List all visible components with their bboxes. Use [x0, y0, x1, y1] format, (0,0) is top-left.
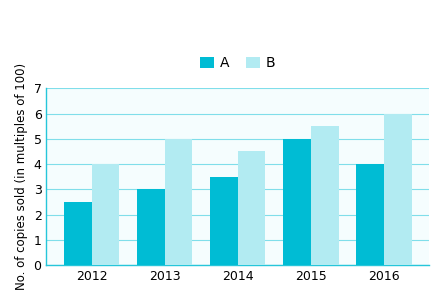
Bar	[283, 139, 311, 265]
Legend: A, B: A, B	[200, 56, 275, 70]
Bar	[210, 177, 238, 265]
Bar	[137, 189, 165, 265]
Y-axis label: No. of copies sold (in multiples of 100): No. of copies sold (in multiples of 100)	[15, 63, 28, 290]
Bar	[356, 164, 384, 265]
Bar	[91, 164, 119, 265]
Bar	[311, 126, 338, 265]
Bar	[384, 114, 412, 265]
Bar	[238, 151, 266, 265]
Bar	[165, 139, 192, 265]
Bar	[64, 202, 91, 265]
